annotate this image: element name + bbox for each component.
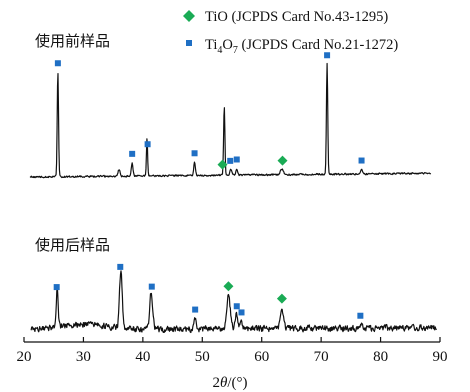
legend-ti4o7-o: O: [222, 37, 232, 53]
legend-marker-ti4o7-square: [186, 40, 192, 46]
peak-marker-tio: [277, 155, 288, 166]
peak-marker-ti4o7: [144, 141, 151, 148]
legend-ti4o7-sub-7: 7: [233, 45, 238, 56]
x-tick-label: 90: [433, 349, 448, 365]
peak-marker-ti4o7: [191, 150, 198, 157]
peak-marker-tio: [223, 281, 234, 292]
legend-text-ti4o7: Ti4O7 (JCPDS Card No.21-1272): [205, 37, 398, 56]
x-axis-title-2: 2: [212, 375, 220, 391]
xrd-trace-after: [30, 270, 438, 334]
peak-marker-ti4o7: [53, 284, 60, 291]
legend-ti4o7-tail: (JCPDS Card No.21-1272): [238, 37, 398, 53]
peak-marker-tio: [217, 159, 228, 170]
peak-marker-ti4o7: [227, 157, 234, 164]
peak-marker-ti4o7: [117, 263, 124, 270]
legend-marker-tio-diamond: [183, 10, 195, 22]
x-axis: 20 30 40 50 60 70 80 90: [17, 337, 448, 365]
sample-label-after: 使用后样品: [35, 236, 110, 254]
peak-marker-ti4o7: [357, 312, 364, 319]
x-tick-label: 60: [254, 349, 269, 365]
peak-marker-ti4o7: [54, 60, 61, 67]
x-axis-title-unit: /(°): [227, 375, 247, 391]
x-tick-label: 30: [76, 349, 91, 365]
peak-marker-ti4o7: [192, 306, 199, 313]
peak-marker-ti4o7: [238, 309, 245, 316]
x-tick-label: 70: [314, 349, 329, 365]
x-tick-label: 50: [195, 349, 210, 365]
x-axis-ticks: 20 30 40 50 60 70 80 90: [17, 337, 448, 365]
sample-label-before: 使用前样品: [35, 32, 110, 50]
legend-ti4o7-sub-4: 4: [217, 45, 222, 56]
x-tick-label: 20: [17, 349, 32, 365]
peak-marker-ti4o7: [324, 52, 331, 59]
peak-marker-tio: [276, 293, 287, 304]
legend-ti4o7-ti: Ti: [205, 37, 217, 53]
x-tick-label: 80: [373, 349, 388, 365]
peak-markers: [53, 52, 365, 319]
xrd-trace-before: [29, 62, 432, 179]
x-axis-title: 2θ/(°): [212, 375, 247, 391]
peak-marker-ti4o7: [129, 150, 136, 157]
legend-entry-ti4o7: Ti4O7 (JCPDS Card No.21-1272): [186, 37, 398, 56]
legend-entry-tio: TiO (JCPDS Card No.43-1295): [183, 9, 388, 25]
x-axis-title-theta: θ: [220, 375, 228, 391]
legend: TiO (JCPDS Card No.43-1295) Ti4O7 (JCPDS…: [183, 9, 398, 56]
peak-marker-ti4o7: [148, 283, 155, 290]
x-tick-label: 40: [135, 349, 150, 365]
peak-marker-ti4o7: [358, 157, 365, 164]
peak-marker-ti4o7: [233, 303, 240, 310]
peak-marker-ti4o7: [233, 156, 240, 163]
legend-text-tio: TiO (JCPDS Card No.43-1295): [205, 9, 388, 25]
